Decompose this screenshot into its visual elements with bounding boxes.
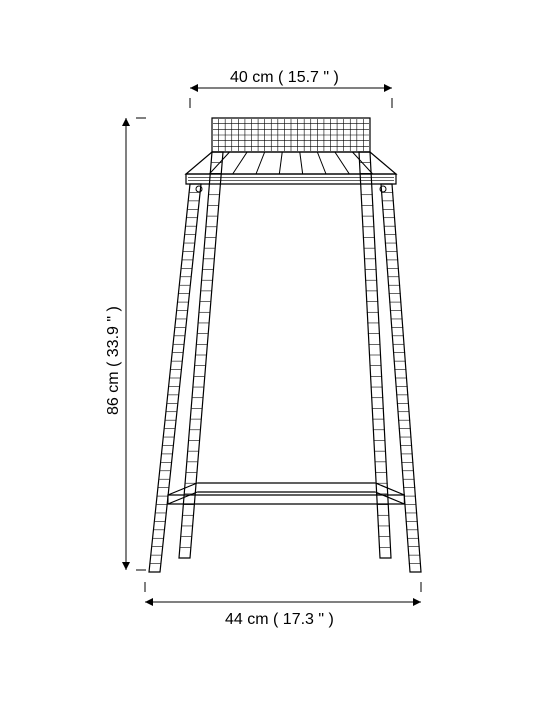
dimension-diagram: 40 cm ( 15.7 " ) 86 cm ( 33.9 " ) 44 cm ( …	[0, 0, 540, 720]
dimension-depth-label: 44 cm ( 17.3 " )	[225, 611, 334, 628]
dimension-width-label: 40 cm ( 15.7 " )	[230, 69, 339, 86]
dimension-height-label: 86 cm ( 33.9 " )	[105, 306, 122, 415]
